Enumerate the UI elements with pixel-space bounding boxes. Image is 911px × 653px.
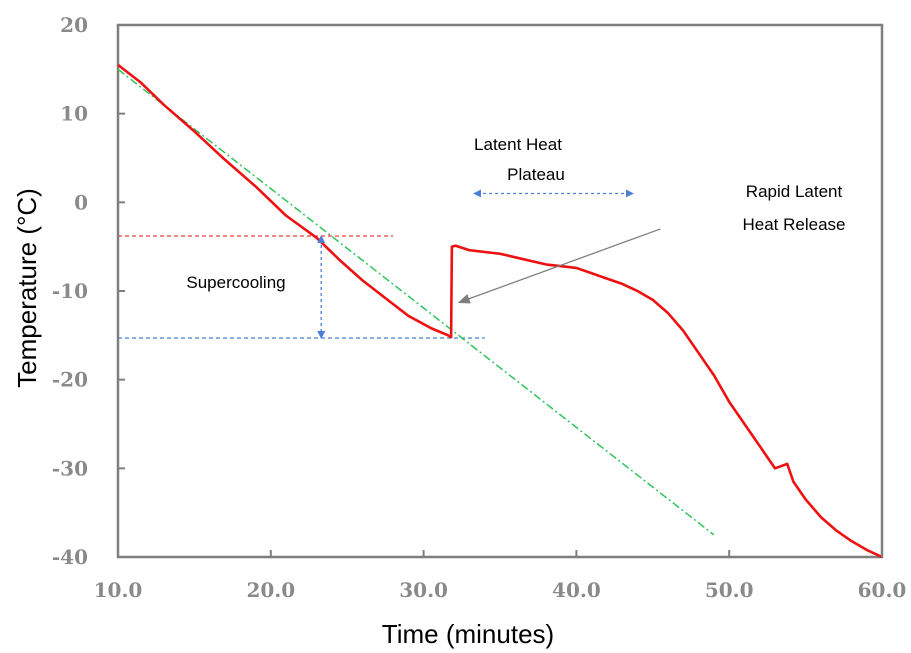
x-axis-ticks: 10.0 20.0 30.0 40.0 50.0 60.0 xyxy=(94,550,907,602)
supercooling-label: Supercooling xyxy=(186,273,285,292)
temperature-line xyxy=(117,63,883,559)
plateau-label-line-1: Latent Heat xyxy=(474,135,562,154)
annotation-arrows xyxy=(317,189,661,339)
x-tick-label: 10.0 xyxy=(94,578,143,602)
x-tick-label: 50.0 xyxy=(705,578,754,602)
y-tick-label: 0 xyxy=(74,190,88,214)
y-tick-label: 10 xyxy=(60,102,88,126)
plateau-label-line-2: Plateau xyxy=(507,165,565,184)
y-tick-label: -10 xyxy=(52,279,88,303)
y-tick-label: -40 xyxy=(52,545,88,569)
y-tick-label: 20 xyxy=(60,13,88,37)
x-tick-label: 30.0 xyxy=(399,578,448,602)
release-pointer-arrow xyxy=(457,228,661,304)
x-tick-label: 60.0 xyxy=(858,578,907,602)
x-axis-title: Time (minutes) xyxy=(382,619,554,649)
release-label-line-2: Heat Release xyxy=(742,215,845,234)
y-tick-label: -30 xyxy=(52,456,88,480)
x-tick-label: 20.0 xyxy=(246,578,295,602)
cooling-trend-line xyxy=(117,68,715,536)
x-tick-label: 40.0 xyxy=(552,578,601,602)
release-label-line-1: Rapid Latent xyxy=(746,182,843,201)
y-tick-label: -20 xyxy=(52,368,88,392)
y-axis-ticks: 20 10 0 -10 -20 -30 -40 xyxy=(52,13,125,569)
series-layer xyxy=(117,63,883,559)
y-axis-title: Temperature (°C) xyxy=(12,188,42,388)
reference-lines xyxy=(118,235,485,339)
